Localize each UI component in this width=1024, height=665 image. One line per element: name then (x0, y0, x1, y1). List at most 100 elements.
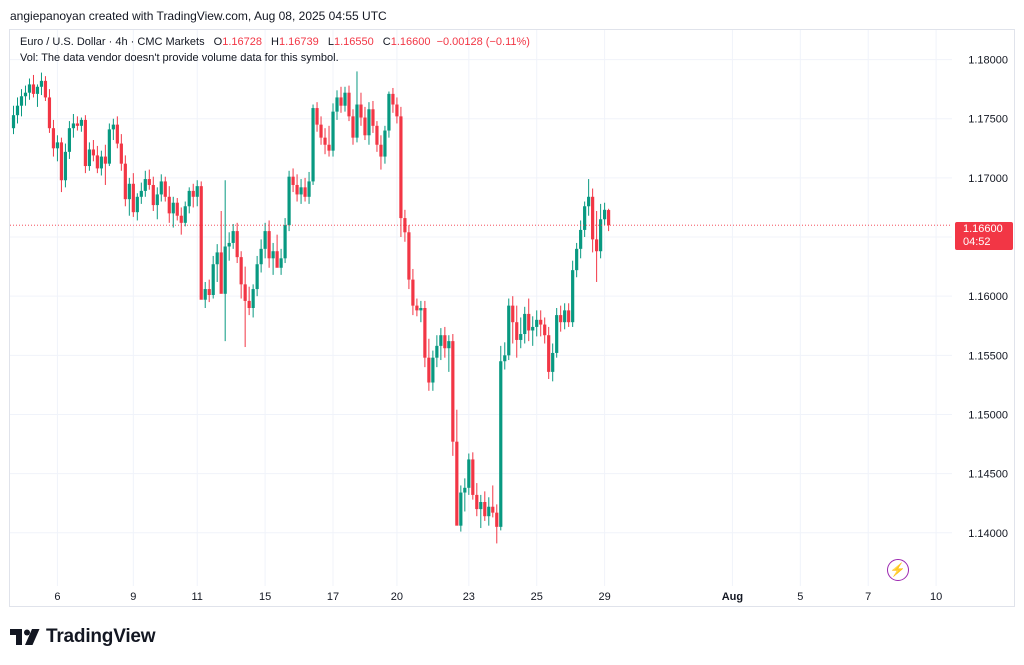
candle-body (327, 144, 331, 151)
candle-body (471, 459, 475, 495)
candle (523, 306, 527, 344)
candle-body (131, 183, 135, 213)
candle (607, 208, 611, 232)
candle (575, 242, 579, 278)
candle-body (395, 104, 399, 117)
candle-body (199, 186, 203, 300)
time-tick-label: 15 (259, 591, 271, 603)
candle-body (547, 335, 551, 372)
candle-body (315, 108, 319, 125)
candle-body (231, 231, 235, 243)
bar-countdown: 04:52 (963, 236, 991, 248)
candle-body (55, 142, 60, 149)
time-tick-label: 17 (327, 591, 339, 603)
candle (11, 105, 16, 135)
candle-body (239, 257, 243, 285)
candle (267, 220, 271, 268)
candle (307, 171, 311, 204)
candle (415, 298, 419, 317)
candle (179, 207, 183, 235)
candle-body (83, 119, 87, 167)
candle (71, 113, 76, 138)
high-label: H (271, 36, 279, 48)
candle-body (39, 80, 44, 87)
candle-body (99, 156, 103, 169)
candle-body (375, 125, 379, 145)
candle (255, 255, 259, 297)
candle (203, 281, 207, 308)
candle-body (515, 322, 519, 340)
candle-body (555, 315, 559, 353)
candle-body (227, 242, 231, 247)
candle (399, 106, 403, 238)
low-label: L (327, 36, 334, 48)
candle-body (387, 93, 391, 131)
candle (487, 497, 491, 526)
candle (455, 409, 459, 526)
candle-body (203, 289, 207, 300)
candle-body (359, 104, 363, 118)
candle (319, 116, 323, 145)
time-tick-label: 6 (54, 591, 60, 603)
candle-body (363, 117, 367, 136)
candle (531, 316, 535, 346)
candle-body (531, 326, 535, 331)
candle (15, 97, 20, 124)
candle-body (167, 196, 171, 214)
tradingview-brand[interactable]: TradingView (10, 626, 156, 648)
candle-body (295, 184, 299, 195)
candle-body (171, 202, 175, 214)
candle (103, 144, 107, 185)
candle (75, 116, 80, 131)
candle-body (87, 149, 91, 167)
candle-body (283, 225, 287, 259)
candle (591, 188, 595, 253)
candle-body (331, 111, 335, 151)
candle-body (95, 155, 99, 169)
candle-body (267, 231, 271, 259)
candle (551, 343, 555, 382)
time-tick-label: 20 (391, 591, 403, 603)
candle-body (207, 289, 211, 295)
candle (471, 452, 475, 500)
candle (491, 485, 495, 518)
candle (215, 244, 219, 282)
candle-body (59, 142, 64, 181)
candle-body (11, 115, 16, 129)
last-price-value: 1.16600 (963, 223, 1003, 235)
candle-body (607, 210, 611, 226)
chart-frame (9, 29, 1015, 607)
candle (323, 128, 327, 155)
candle-body (163, 181, 167, 197)
candle (279, 248, 283, 275)
candle (295, 174, 299, 202)
candle-body (27, 84, 32, 93)
candle (375, 121, 379, 152)
candle-body (371, 109, 375, 126)
candle (31, 74, 36, 98)
candle-body (275, 251, 279, 268)
candle (555, 308, 559, 358)
candle (63, 143, 68, 188)
candle (155, 187, 159, 220)
candle (587, 179, 591, 216)
symbol-title[interactable]: Euro / U.S. Dollar · 4h · CMC Markets (20, 36, 205, 48)
change-value: −0.00128 (−0.11%) (436, 36, 530, 48)
candle-body (435, 345, 439, 358)
candle-body (211, 264, 215, 295)
candle (519, 317, 523, 349)
candle (39, 72, 44, 96)
candle-body (443, 335, 447, 349)
candle-body (415, 305, 419, 311)
candle (335, 90, 339, 120)
candle (507, 298, 511, 361)
candle (311, 104, 315, 185)
candle-body (459, 492, 463, 526)
candle (459, 485, 463, 532)
candle (371, 100, 375, 133)
time-tick-label: 29 (598, 591, 610, 603)
candle-body (383, 130, 387, 157)
candle-body (127, 183, 131, 200)
lightning-icon[interactable]: ⚡ (887, 559, 909, 581)
